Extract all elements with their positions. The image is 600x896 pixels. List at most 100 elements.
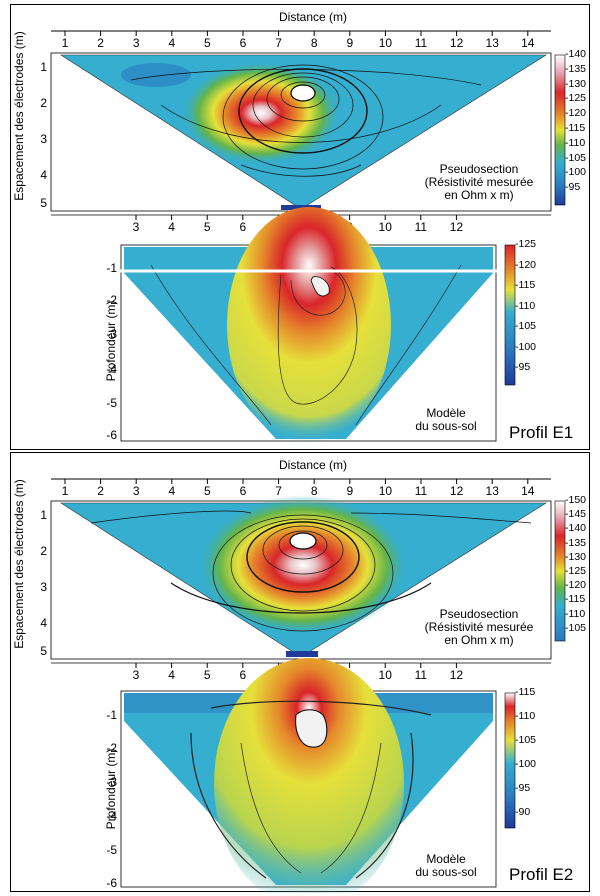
depth-tick: -5 [106,843,117,857]
y-tick: 2 [40,96,47,110]
model-caption-line1: Modèle [426,852,466,866]
axis-tick-label: 1 [62,36,69,50]
pseudosection-e1 [50,52,552,212]
scale-label: -135 [565,536,587,549]
model-contours [150,264,462,426]
axis-tick-label: 3 [133,36,140,50]
axis-tick-label: 10 [379,36,393,50]
high-anomaly [181,61,341,165]
y-tick: 3 [40,132,47,146]
model-e2 [120,658,497,893]
axis-tick-label: 4 [168,484,175,498]
axis-tick-label: 11 [415,220,428,234]
pseudo-caption-line3: en Ohm x m) [444,633,514,647]
model-color-scale [504,692,516,829]
model-anomaly [214,658,404,893]
axis-tick-label: 2 [97,36,104,50]
y-tick: 4 [40,616,47,630]
axis-tick-label: 11 [415,36,428,50]
scale-label: -150 [565,494,587,506]
axis-tick-label: 13 [486,484,500,498]
pseudo-caption-line2: (Résistivité mesurée [424,620,534,634]
pseudosection-e2 [50,495,552,660]
scale-label: -110 [565,136,586,149]
axis-tick-label: 5 [204,484,211,498]
scale-label: -115 [515,686,536,698]
top-axis-ticks: 1 2 3 4 5 6 7 8 9 10 11 12 13 14 [62,479,535,498]
axis-tick-label: 9 [346,484,353,498]
depth-tick: -2 [106,741,117,755]
axis-tick-label: 11 [415,484,428,498]
anomaly-core [289,532,317,550]
distance-axis-title: Distance (m) [279,10,348,24]
scale-label: -110 [565,607,586,620]
axis-tick-label: 12 [450,220,464,234]
y-tick: 5 [40,196,47,210]
scale-label: -125 [565,565,587,577]
axis-tick-label: 5 [204,220,211,234]
axis-tick-label: 10 [379,220,393,234]
depth-tick: -1 [106,261,117,275]
axis-tick-label: 4 [168,36,175,50]
model-color-scale [504,244,516,386]
low-base [281,205,321,210]
scale-label: -95 [515,361,531,373]
axis-tick-label: 4 [168,220,175,234]
axis-tick-label: 2 [97,484,104,498]
scale-label: -110 [515,710,536,722]
scale-label: -125 [565,92,587,105]
high-anomaly [198,495,408,635]
scale-label: -130 [565,550,587,563]
depth-tick: -6 [106,876,117,890]
scale-label: -105 [565,151,587,164]
axis-tick-label: 1 [62,484,69,498]
y-tick: 1 [40,60,47,74]
pseudo-caption-line1: Pseudosection [439,162,519,176]
pseudo-caption-line2: (Résistivité mesurée [424,175,534,189]
scale-label: -95 [515,782,531,794]
axis-tick-label: 11 [415,668,428,682]
axis-tick-label: 5 [204,36,211,50]
scale-label: -115 [565,593,586,606]
axis-tick-label: 7 [275,484,282,498]
pseudo-y-title: Espacement des électrodes (m) [12,479,26,649]
axis-tick-label: 12 [450,484,464,498]
scale-label: -110 [515,299,536,312]
pseudo-color-scale [554,500,566,642]
scale-label: -115 [515,279,536,291]
scale-label: -100 [565,166,587,179]
distance-axis-title: Distance (m) [279,458,348,472]
profile-label: Profil E1 [509,423,574,442]
scale-label: -130 [565,77,587,90]
pseudo-y-title: Espacement des électrodes (m) [12,31,26,201]
scale-label: -90 [515,806,531,818]
axis-tick-label: 3 [133,484,140,498]
scale-label: -105 [515,320,537,332]
axis-tick-label: 3 [133,220,140,234]
axis-tick-label: 12 [450,36,464,50]
axis-tick-label: 13 [486,36,500,50]
model-caption-line2: du sous-sol [415,865,477,879]
axis-tick-label: 4 [168,668,175,682]
axis-tick-label: 9 [346,36,353,50]
depth-tick: -1 [106,708,117,722]
depth-tick: -2 [106,293,117,307]
contour-lines [90,510,532,632]
scale-label: -120 [565,579,587,592]
axis-tick-label: 8 [311,484,318,498]
scale-label: -140 [565,48,587,60]
model-caption-line2: du sous-sol [415,419,477,433]
axis-tick-label: 6 [239,668,246,682]
axis-tick-label: 5 [204,668,211,682]
scale-label: -115 [565,122,586,134]
model-caption-line1: Modèle [426,406,466,420]
low-anomaly [121,63,191,87]
scale-label: -135 [565,62,587,75]
scale-label: -145 [565,508,587,521]
depth-tick: -3 [106,327,117,341]
anomaly-core [290,84,316,102]
axis-tick-label: 14 [521,36,535,50]
